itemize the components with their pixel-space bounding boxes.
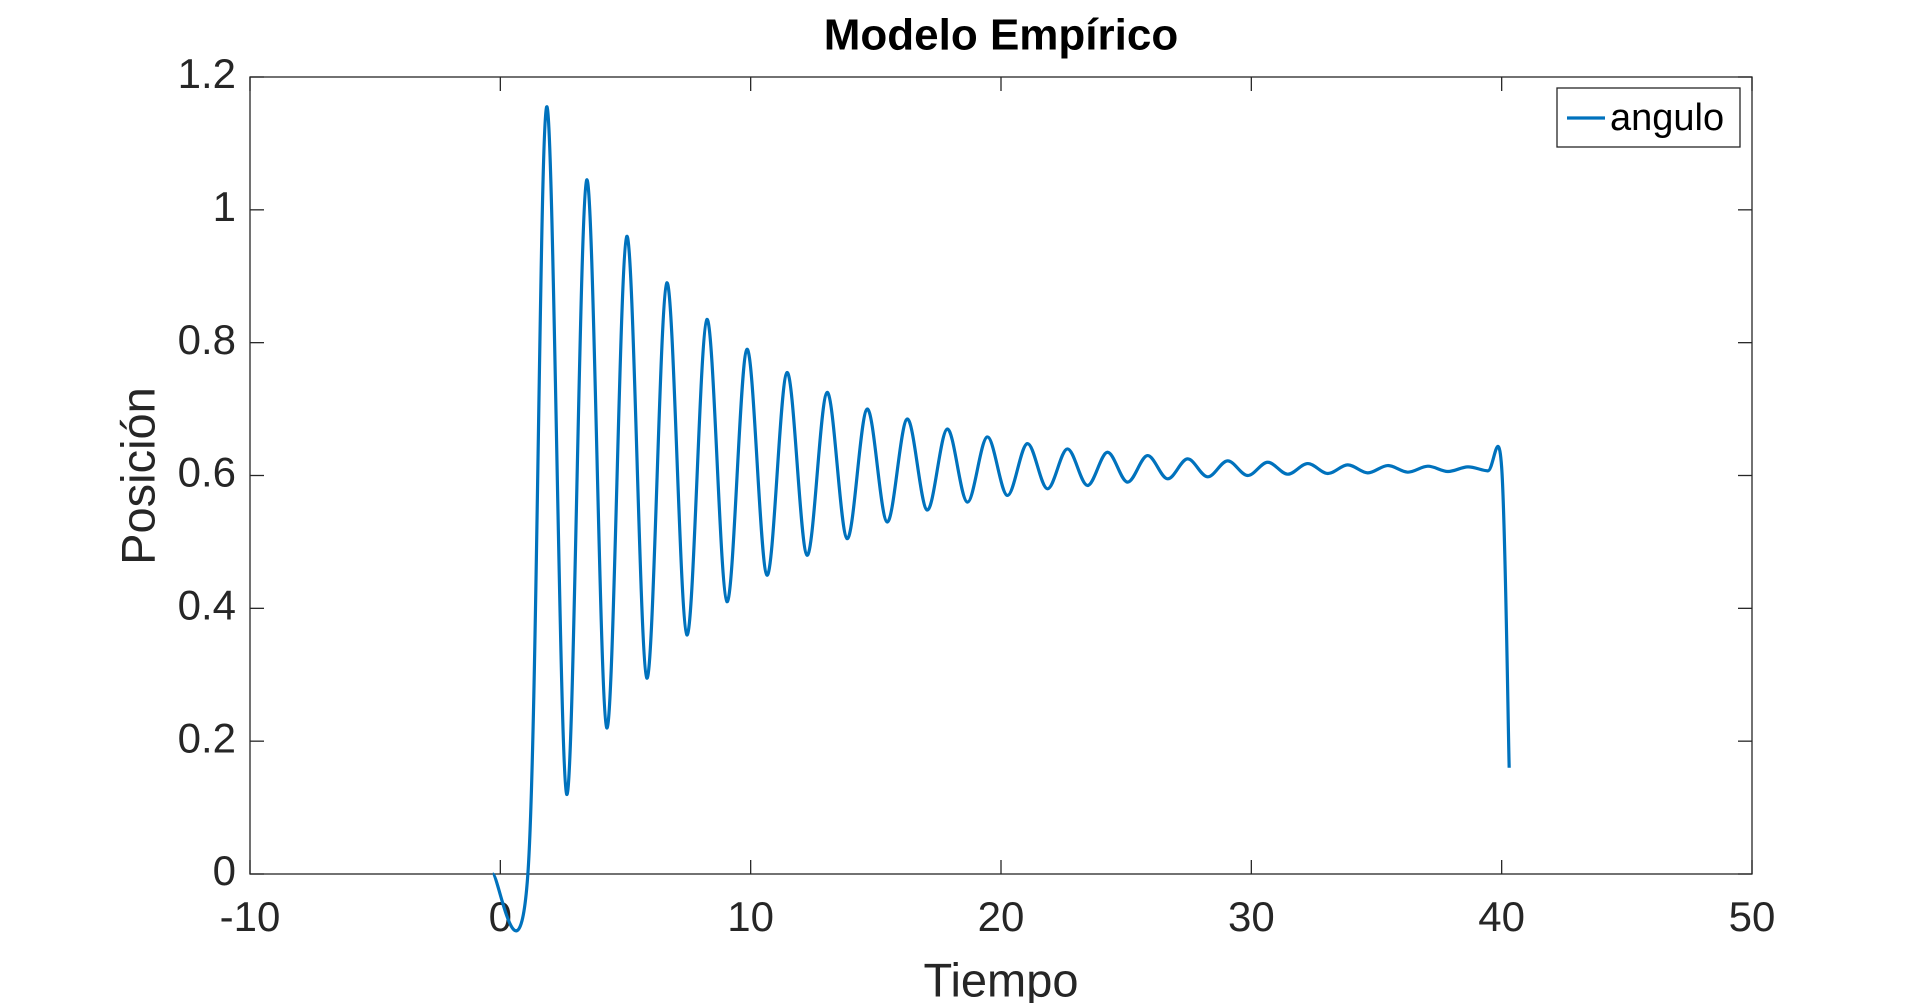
x-tick-label: 50 [1729, 893, 1776, 940]
data-line [491, 105, 1511, 933]
chart-title: Modelo Empírico [824, 11, 1178, 60]
y-tick-label: 1 [213, 183, 236, 230]
x-tick-label: 30 [1228, 893, 1275, 940]
x-tick-label: -10 [220, 893, 281, 940]
x-tick-label: 0 [489, 893, 512, 940]
y-tick-label: 1.2 [178, 50, 236, 97]
x-tick-label: 20 [978, 893, 1025, 940]
x-axis-label: Tiempo [924, 953, 1079, 1003]
y-tick-label: 0.8 [178, 316, 236, 363]
y-tick-label: 0 [213, 847, 236, 894]
x-tick-label: 40 [1478, 893, 1525, 940]
y-tick-label: 0.6 [178, 449, 236, 496]
y-tick-label: 0.2 [178, 714, 236, 761]
y-axis-label: Posición [111, 387, 164, 565]
x-tick-label: 10 [727, 893, 774, 940]
y-tick-label: 0.4 [178, 581, 236, 628]
legend-label: angulo [1610, 97, 1724, 139]
